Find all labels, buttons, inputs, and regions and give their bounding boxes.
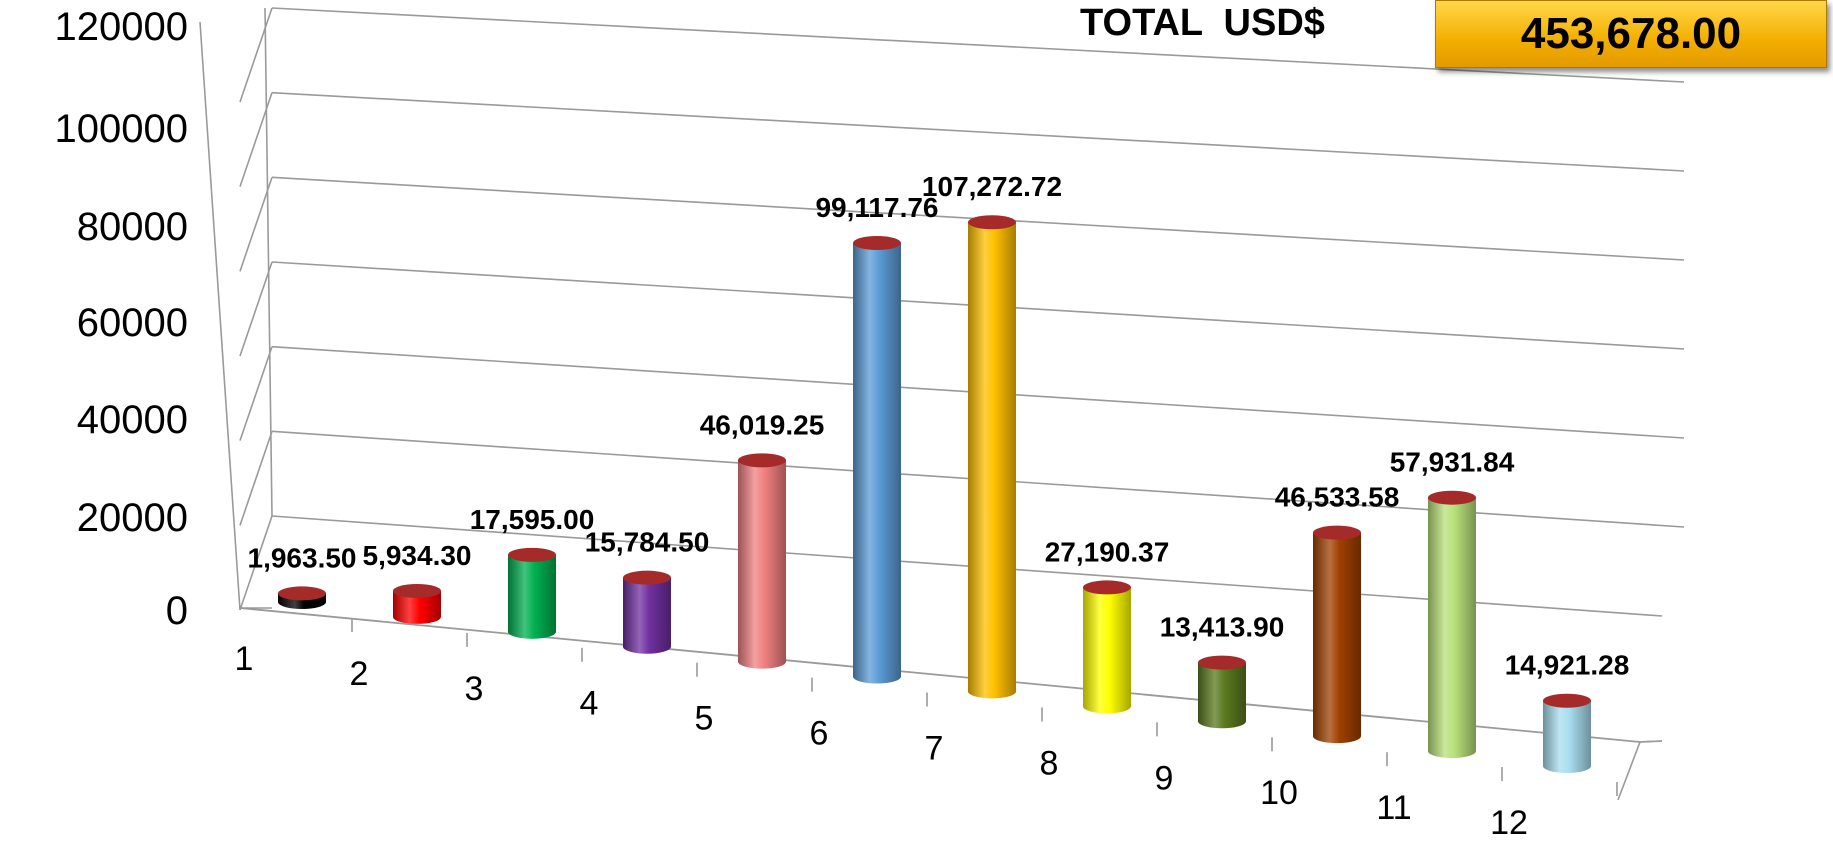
total-value-box: 453,678.00 <box>1435 0 1827 68</box>
bar-4 <box>623 570 671 654</box>
data-label: 17,595.00 <box>470 504 595 535</box>
bar-cap <box>1428 490 1476 505</box>
bar-body <box>968 222 1016 699</box>
bar-cap <box>1198 655 1246 670</box>
bar-body <box>1083 587 1131 714</box>
x-tick-label: 9 <box>1155 759 1174 797</box>
bar-cap <box>968 215 1016 230</box>
bar-10 <box>1313 525 1361 744</box>
total-value: 453,678.00 <box>1520 9 1742 58</box>
data-label: 46,533.58 <box>1275 482 1400 513</box>
y-tick-label: 60000 <box>77 301 188 345</box>
gridline-side-0 <box>239 515 273 611</box>
bar-6 <box>853 236 901 684</box>
bar-12 <box>1543 693 1591 773</box>
gridline-back-5 <box>271 91 1685 172</box>
bar-body <box>853 243 901 684</box>
gridline-side-1 <box>239 431 273 526</box>
x-tick-label: 10 <box>1260 774 1298 812</box>
bar-body <box>1198 662 1246 729</box>
bar-body <box>1313 532 1361 744</box>
x-tick-label: 1 <box>235 640 254 678</box>
bar-body <box>1543 700 1591 773</box>
y-tick-label: 100000 <box>55 107 188 151</box>
bar-cap <box>1313 525 1361 540</box>
data-label: 57,931.84 <box>1390 447 1515 478</box>
data-label: 15,784.50 <box>585 527 710 558</box>
data-label: 14,921.28 <box>1505 650 1630 681</box>
data-label: 13,413.90 <box>1160 612 1285 643</box>
bar-3 <box>508 547 556 639</box>
floor-right-edge <box>1639 740 1663 743</box>
x-tick-label: 11 <box>1376 789 1411 827</box>
x-tick-label: 5 <box>695 700 714 738</box>
x-tick-label: 7 <box>925 729 944 767</box>
gridline-side-3 <box>239 261 273 357</box>
data-label: 99,117.76 <box>815 192 938 223</box>
total-label: TOTAL USD$ <box>1080 2 1325 44</box>
x-tick-label: 2 <box>350 655 369 693</box>
back-wall-edge <box>264 7 273 517</box>
y-tick-label: 120000 <box>55 5 188 49</box>
bar-body <box>623 577 671 654</box>
bar-9 <box>1198 655 1246 729</box>
bar-body <box>393 590 441 624</box>
chart-bars <box>278 215 1591 773</box>
gridline-back-6 <box>271 7 1685 83</box>
bar-body <box>508 554 556 639</box>
bar-cap <box>508 547 556 562</box>
x-tick-label: 3 <box>465 670 484 708</box>
x-tick-label: 12 <box>1490 804 1528 842</box>
left-wall-edge <box>199 21 241 611</box>
bar-7 <box>968 215 1016 699</box>
bar-11 <box>1428 490 1476 759</box>
floor-corner-tick <box>1617 741 1641 801</box>
x-axis-line <box>239 607 1641 743</box>
bar-cap <box>393 583 441 598</box>
bar-cap <box>1543 693 1591 708</box>
bar-body <box>738 460 786 669</box>
bar-1 <box>278 586 326 609</box>
bar-8 <box>1083 580 1131 714</box>
bar-cap <box>1083 580 1131 595</box>
data-label: 1,963.50 <box>248 542 357 573</box>
bar-cap <box>738 453 786 468</box>
bar-body <box>1428 497 1476 759</box>
y-tick-label: 80000 <box>77 205 188 249</box>
data-label: 27,190.37 <box>1045 536 1170 567</box>
x-tick-label: 6 <box>810 715 829 753</box>
bar-cap <box>623 570 671 585</box>
y-tick-label: 20000 <box>77 496 188 540</box>
data-label: 5,934.30 <box>363 540 472 571</box>
y-tick-label: 0 <box>166 589 188 633</box>
data-label: 46,019.25 <box>700 409 825 440</box>
y-tick-label: 40000 <box>77 398 188 442</box>
gridline-side-2 <box>239 346 273 441</box>
data-label: 107,272.72 <box>922 171 1062 202</box>
bar-2 <box>393 583 441 624</box>
bar-5 <box>738 453 786 669</box>
bar-cap <box>278 586 326 601</box>
bar-cap <box>853 236 901 251</box>
gridline-side-4 <box>239 177 273 272</box>
gridline-side-6 <box>239 7 273 103</box>
x-tick-label: 4 <box>580 685 599 723</box>
x-tick-label: 8 <box>1040 744 1059 782</box>
